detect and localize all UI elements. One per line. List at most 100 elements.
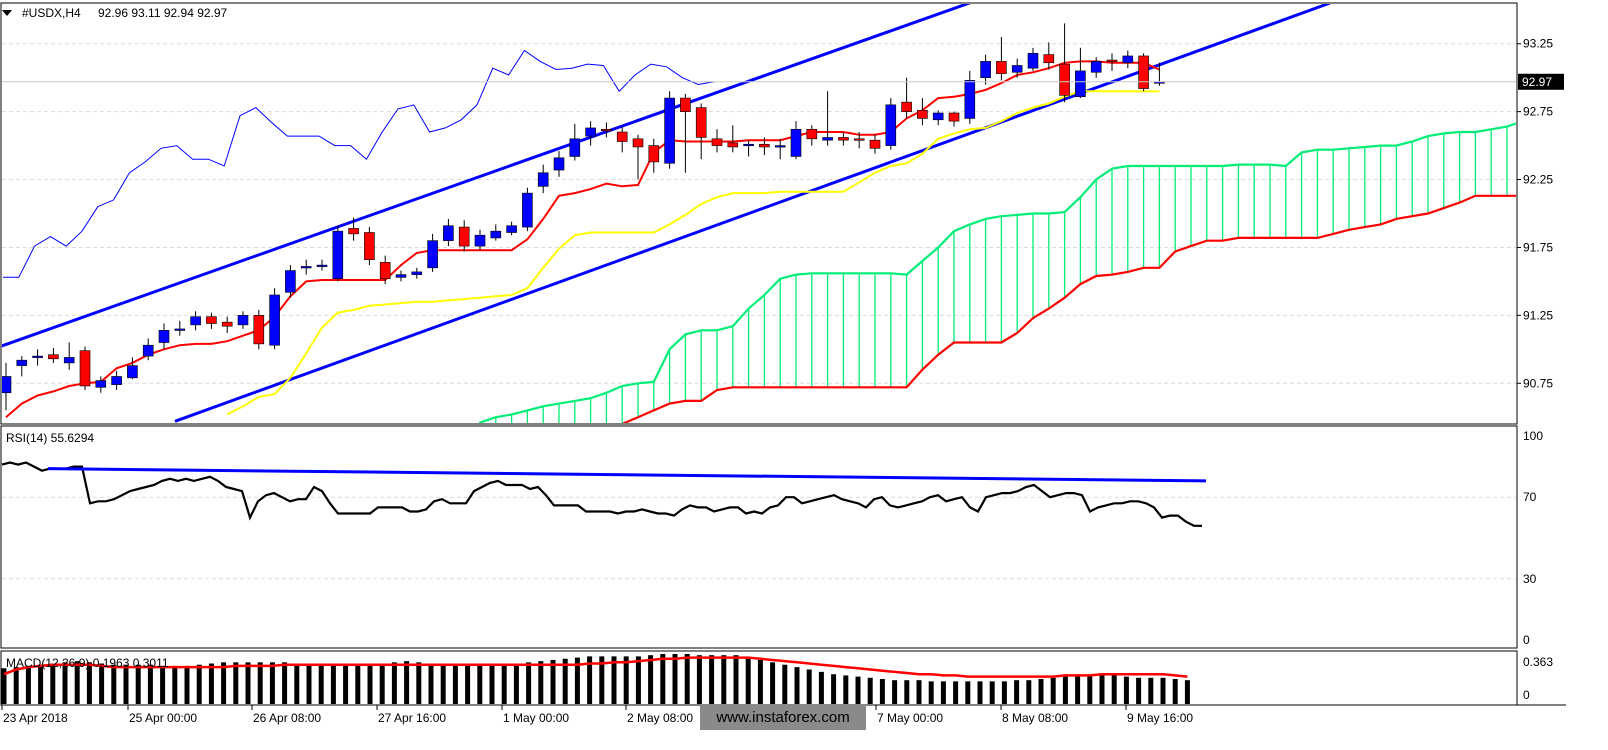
- macd-histogram-bar: [404, 661, 410, 704]
- candle-bull: [285, 270, 296, 293]
- rsi-pane: 100 70 30 0: [0, 425, 1543, 649]
- ohlc-readout: 92.96 93.11 92.94 92.97: [98, 6, 228, 20]
- main-pane-frame: [0, 2, 1518, 425]
- macd-histogram-bar: [977, 681, 983, 704]
- macd-histogram-bar: [1087, 675, 1093, 704]
- price-tick-label: 91.75: [1523, 240, 1553, 254]
- macd-histogram-bar: [135, 664, 141, 704]
- time-tick-label: 7 May 00:00: [877, 711, 943, 725]
- macd-tick-label: 0.363: [1523, 655, 1553, 669]
- macd-histogram-bar: [86, 662, 92, 704]
- macd-histogram-bar: [440, 664, 446, 704]
- candle-bull: [790, 129, 802, 157]
- macd-histogram-bar: [513, 663, 519, 704]
- candle-bull: [490, 230, 502, 239]
- macd-histogram-bar: [611, 656, 617, 704]
- macd-histogram-bar: [282, 662, 288, 704]
- candle-bear: [253, 315, 265, 345]
- macd-histogram-bar: [1014, 680, 1020, 704]
- macd-histogram-bar: [208, 663, 214, 704]
- collapse-triangle-icon[interactable]: [2, 10, 12, 16]
- macd-histogram-bar: [574, 657, 580, 704]
- macd-histogram-bar: [855, 676, 861, 704]
- candle-bull: [822, 137, 833, 141]
- candle-bull: [585, 127, 596, 137]
- macd-histogram-bar: [501, 664, 507, 704]
- rsi-tick-label: 70: [1523, 490, 1537, 504]
- macd-histogram-bar: [1160, 677, 1166, 704]
- macd-histogram-bar: [184, 665, 190, 704]
- macd-histogram-bar: [684, 654, 690, 704]
- candle-bear: [680, 97, 691, 112]
- macd-histogram-bar: [757, 659, 763, 704]
- candle-bear: [996, 61, 1007, 74]
- macd-histogram-bar: [318, 664, 324, 704]
- candle-bull: [1011, 65, 1023, 73]
- candle-bull: [158, 329, 170, 343]
- macd-histogram-bar: [452, 664, 458, 704]
- macd-histogram-bar: [745, 657, 751, 704]
- macd-tick-label: 0: [1523, 688, 1530, 702]
- candle-bull: [111, 376, 122, 385]
- candle-bull: [174, 328, 186, 331]
- macd-histogram-bar: [831, 674, 837, 704]
- candle-bull: [980, 61, 991, 78]
- macd-histogram-bar: [538, 661, 544, 704]
- macd-histogram-bar: [526, 662, 532, 704]
- candle-bear: [1138, 55, 1149, 89]
- time-tick-label: 2 May 08:00: [627, 711, 693, 725]
- macd-title: MACD(12,26,9) 0.1963 0.3011: [6, 656, 169, 670]
- macd-histogram-bar: [953, 681, 959, 704]
- rsi-tick-label: 100: [1523, 429, 1543, 443]
- kijun-sen-line: [226, 90, 1160, 416]
- macd-signal-line: [3, 656, 1188, 678]
- price-tick-label: 91.25: [1523, 308, 1553, 322]
- candle-bull: [2, 376, 12, 394]
- senkou-span-b: [621, 194, 1516, 423]
- candle-bull: [443, 225, 454, 241]
- macd-histogram-bar: [355, 664, 361, 704]
- macd-histogram-bar: [306, 664, 312, 704]
- macd-histogram-bar: [672, 654, 678, 704]
- macd-histogram-bar: [928, 681, 934, 704]
- macd-histogram-bar: [1111, 675, 1117, 704]
- macd-histogram-bar: [233, 662, 239, 704]
- channel-line-lower: [174, 4, 1331, 423]
- macd-histogram-bar: [879, 679, 885, 704]
- macd-histogram-bar: [221, 662, 227, 704]
- macd-histogram-bar: [123, 664, 129, 704]
- candle-bear: [601, 129, 612, 132]
- candle-bear: [917, 109, 928, 119]
- macd-histogram-bar: [623, 656, 629, 704]
- macd-histogram-bar: [733, 655, 739, 704]
- macd-histogram-bar: [1026, 680, 1032, 704]
- macd-histogram-bar: [550, 659, 556, 704]
- rsi-line: [1, 461, 1202, 527]
- senkou-span-a: [478, 122, 1516, 423]
- candle-bull: [553, 157, 565, 171]
- main-price-pane: 93.25 92.75 92.25 91.75 91.25 90.75 92.97: [0, 2, 1564, 425]
- candle-bull: [743, 143, 754, 147]
- candle-bull: [1075, 70, 1086, 98]
- macd-histogram-bar: [562, 658, 568, 704]
- macd-histogram-bar: [818, 671, 824, 704]
- macd-histogram-bar: [1050, 677, 1056, 704]
- current-price-tag: [1518, 73, 1564, 90]
- candle-bear: [1059, 63, 1070, 96]
- candle-bull: [427, 240, 438, 269]
- time-tick-label: 26 Apr 08:00: [253, 711, 321, 725]
- candle-bear: [711, 138, 723, 146]
- macd-histogram-bar: [245, 662, 251, 704]
- macd-histogram-bar: [587, 656, 593, 704]
- candle-bear: [48, 354, 59, 360]
- candle-bear: [948, 112, 960, 122]
- candle-bear: [648, 145, 660, 163]
- candle-bull: [95, 380, 107, 388]
- candle-bull: [63, 357, 75, 364]
- candle-bull: [885, 104, 897, 146]
- macd-histogram-bar: [330, 664, 336, 704]
- macd-histogram-bar: [1123, 676, 1129, 704]
- macd-histogram-bar: [196, 664, 202, 704]
- macd-histogram-bar: [648, 655, 654, 704]
- candle-bull: [269, 294, 280, 346]
